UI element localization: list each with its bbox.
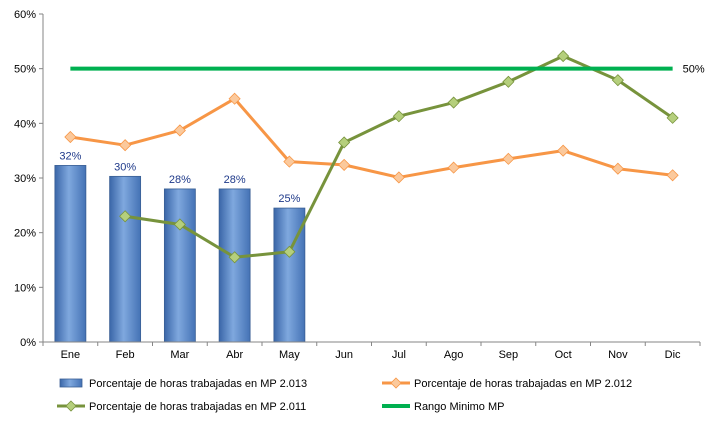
- series-line: [70, 97, 673, 179]
- axes-layer: 0% 10% 20% 30% 40% 50% 60% Ene Feb Mar Abr May Jun Ju…: [14, 9, 701, 361]
- point: [338, 136, 351, 149]
- legend-label: Porcentaje de horas trabajadas en MP 2.0…: [89, 401, 306, 413]
- x-tick-label: Oct: [555, 349, 572, 361]
- x-tick-label: May: [279, 349, 300, 361]
- point: [228, 251, 241, 264]
- bars-layer: [54, 165, 306, 343]
- point: [390, 377, 402, 389]
- x-tick-label: Abr: [226, 349, 243, 361]
- point: [119, 210, 132, 223]
- y-tick-label: 60%: [14, 9, 36, 21]
- point: [666, 169, 679, 182]
- y-tick-label: 30%: [14, 173, 36, 185]
- point: [65, 400, 77, 412]
- data-label: 28%: [169, 174, 191, 186]
- point: [283, 155, 296, 168]
- bar: [54, 165, 87, 343]
- point: [283, 245, 296, 258]
- data-label: 25%: [278, 193, 300, 205]
- point: [502, 75, 515, 88]
- x-tick-label: Jul: [392, 349, 406, 361]
- lines-layer: [64, 50, 679, 264]
- point: [502, 152, 515, 165]
- point: [119, 139, 132, 152]
- legend: Porcentaje de horas trabajadas en MP 2.0…: [57, 377, 632, 413]
- bar: [109, 175, 142, 343]
- x-tick-label: Mar: [170, 349, 189, 361]
- point: [557, 144, 570, 157]
- bar: [218, 188, 251, 343]
- x-tick-label: Dic: [665, 349, 681, 361]
- legend-swatch: [59, 378, 83, 388]
- legend-label: Rango Minimo MP: [414, 401, 504, 413]
- point: [611, 74, 624, 87]
- y-tick-label: 40%: [14, 118, 36, 130]
- point: [392, 171, 405, 184]
- data-label: 30%: [114, 161, 136, 173]
- point: [64, 130, 77, 144]
- point: [338, 158, 351, 171]
- y-tick-label: 20%: [14, 228, 36, 240]
- bar: [163, 188, 196, 343]
- x-tick-label: Ene: [61, 349, 81, 361]
- point: [173, 218, 186, 231]
- point: [557, 50, 570, 63]
- legend-label: Porcentaje de horas trabajadas en MP 2.0…: [89, 378, 307, 390]
- x-tick-label: Jun: [335, 349, 353, 361]
- point: [173, 124, 186, 137]
- y-tick-label: 50%: [14, 64, 36, 76]
- point: [447, 161, 460, 174]
- labels-layer: 32% 30% 28% 28% 25% 50%: [59, 64, 705, 205]
- y-tick-label: 0%: [20, 337, 36, 349]
- series-line: [124, 54, 674, 259]
- series-end-label: 50%: [683, 64, 705, 76]
- point: [228, 92, 241, 105]
- x-tick-label: Feb: [116, 349, 135, 361]
- point: [447, 96, 460, 109]
- point: [611, 162, 624, 175]
- data-label: 28%: [224, 174, 246, 186]
- x-tick-label: Sep: [499, 349, 519, 361]
- y-tick-label: 10%: [14, 282, 36, 294]
- x-tick-label: Ago: [444, 349, 464, 361]
- legend-label: Porcentaje de horas trabajadas en MP 2.0…: [414, 378, 632, 390]
- point: [666, 111, 679, 124]
- x-tick-label: Nov: [608, 349, 628, 361]
- point: [392, 110, 405, 123]
- data-label: 32%: [59, 150, 81, 162]
